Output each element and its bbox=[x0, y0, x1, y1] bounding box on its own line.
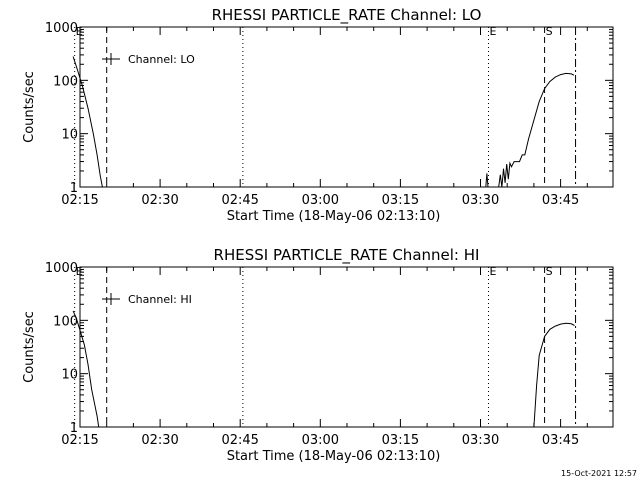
x-tick-label: 03:15 bbox=[382, 433, 419, 448]
y-tick-label: 10 bbox=[61, 128, 78, 143]
x-tick-label: 02:45 bbox=[221, 193, 258, 208]
marker-label: E bbox=[76, 265, 83, 278]
x-tick-label: 02:15 bbox=[61, 433, 98, 448]
marker-label: E bbox=[490, 265, 497, 278]
series-line bbox=[533, 322, 575, 428]
marker-label: E bbox=[76, 25, 83, 38]
x-axis-label: Start Time (18-May-06 02:13:10) bbox=[227, 209, 441, 224]
x-tick-label: 02:30 bbox=[141, 433, 178, 448]
x-tick-label: 03:00 bbox=[302, 433, 339, 448]
y-tick-label: 1000 bbox=[45, 21, 78, 36]
footer-timestamp: 15-Oct-2021 12:57 bbox=[561, 469, 637, 478]
series-line bbox=[498, 72, 575, 188]
x-tick-label: 03:15 bbox=[382, 193, 419, 208]
y-axis-label: Counts/sec bbox=[22, 311, 37, 383]
x-tick-label: 02:15 bbox=[61, 193, 98, 208]
x-tick-label: 03:00 bbox=[302, 193, 339, 208]
y-tick-label: 100 bbox=[53, 74, 78, 89]
series-line bbox=[485, 173, 489, 188]
plot-frame bbox=[79, 266, 614, 428]
marker-label: S bbox=[546, 265, 553, 278]
chart-panel-lo: RHESSI PARTICLE_RATE Channel: LO 1 10 100 10… bbox=[22, 6, 614, 224]
x-tick-label: 02:30 bbox=[141, 193, 178, 208]
y-axis-label: Counts/sec bbox=[22, 71, 37, 143]
y-tick-label: 100 bbox=[53, 314, 78, 329]
chart-title: RHESSI PARTICLE_RATE Channel: HI bbox=[214, 246, 480, 265]
y-tick-label: 1000 bbox=[45, 261, 78, 276]
marker-label: S bbox=[546, 25, 553, 38]
x-tick-label: 03:30 bbox=[462, 433, 499, 448]
y-tick-label: 1 bbox=[70, 421, 78, 436]
x-tick-label: 02:45 bbox=[221, 433, 258, 448]
x-tick-label: 03:30 bbox=[462, 193, 499, 208]
plot-frame bbox=[79, 26, 614, 188]
chart-panel-hi: RHESSI PARTICLE_RATE Channel: HI 1 10 100 10… bbox=[22, 246, 614, 464]
y-tick-label: 1 bbox=[70, 181, 78, 196]
series-line bbox=[72, 56, 103, 188]
x-axis-label: Start Time (18-May-06 02:13:10) bbox=[227, 449, 441, 464]
series-line bbox=[72, 310, 100, 428]
y-tick-label: 10 bbox=[61, 368, 78, 383]
x-tick-label: 03:45 bbox=[542, 433, 579, 448]
marker-label: E bbox=[490, 25, 497, 38]
x-tick-label: 03:45 bbox=[542, 193, 579, 208]
legend-label: Channel: HI bbox=[128, 293, 192, 306]
legend-label: Channel: LO bbox=[128, 53, 195, 66]
chart-title: RHESSI PARTICLE_RATE Channel: LO bbox=[212, 6, 482, 25]
